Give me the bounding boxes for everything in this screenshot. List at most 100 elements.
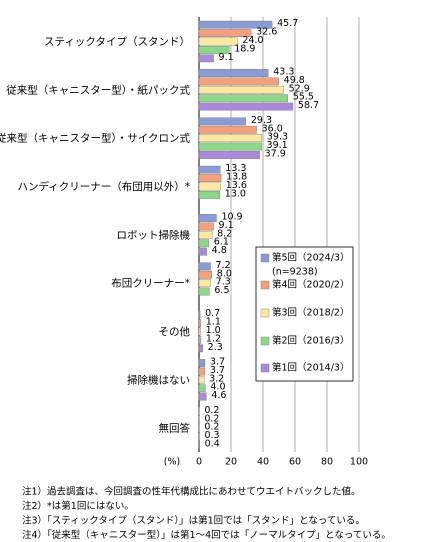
value-label: 4.8 xyxy=(212,245,227,256)
bar xyxy=(198,69,269,77)
category-label: 布団クリーナー* xyxy=(111,278,190,290)
x-tick-label: 40 xyxy=(257,457,269,468)
value-label: 0.7 xyxy=(205,308,220,319)
legend-label: 第3回（2018/2） xyxy=(272,307,349,319)
category-label: その他 xyxy=(159,325,191,338)
value-label: 4.0 xyxy=(210,382,225,393)
value-label: 1.0 xyxy=(206,325,221,336)
value-label: 39.3 xyxy=(267,132,288,143)
legend-box xyxy=(255,246,354,382)
bar xyxy=(198,344,203,353)
value-label: 13.0 xyxy=(225,188,246,199)
legend-swatch xyxy=(260,253,270,263)
value-label: 36.0 xyxy=(262,123,283,134)
value-label: 2.3 xyxy=(208,342,223,353)
x-tick-label: 80 xyxy=(321,457,333,468)
category-label: 従来型（キャニスター型）・紙パック式 xyxy=(6,83,190,96)
bar xyxy=(198,327,201,336)
bar xyxy=(198,279,211,288)
value-label: 58.7 xyxy=(298,100,319,111)
bar xyxy=(198,165,221,174)
value-label: 43.3 xyxy=(273,67,294,78)
category-label: ロボット掃除機 xyxy=(117,228,191,241)
bar xyxy=(198,359,206,367)
bar xyxy=(198,262,211,271)
value-label: 6.1 xyxy=(214,237,229,248)
value-label: 7.2 xyxy=(216,260,231,271)
bar xyxy=(198,270,213,279)
bar xyxy=(198,222,214,231)
value-label: 8.2 xyxy=(217,228,232,239)
legend-swatch xyxy=(260,308,270,318)
value-label: 0.2 xyxy=(204,422,219,433)
value-label: 13.3 xyxy=(225,163,246,174)
value-label: 3.7 xyxy=(210,357,225,368)
x-tick-label: 20 xyxy=(225,457,237,468)
bar xyxy=(198,319,201,327)
value-label: 1.1 xyxy=(206,317,221,328)
bar xyxy=(198,182,221,191)
bar xyxy=(198,102,294,111)
note: 注1）過去調査は、今回調査の性年代構成比にあわせてウエイトバックした値。 xyxy=(22,486,361,498)
bar xyxy=(198,367,206,376)
bar xyxy=(198,117,247,126)
value-label: 55.5 xyxy=(293,92,314,103)
bar xyxy=(198,230,213,239)
bar xyxy=(198,336,202,344)
value-label: 18.9 xyxy=(234,43,255,54)
value-label: 0.3 xyxy=(204,430,219,441)
value-label: 6.5 xyxy=(214,285,229,296)
value-label: 13.6 xyxy=(226,180,247,191)
value-label: 7.3 xyxy=(216,277,231,288)
bar xyxy=(198,20,273,29)
value-label: 13.8 xyxy=(226,172,247,183)
x-tick-label: 100 xyxy=(350,457,368,468)
value-label: 24.0 xyxy=(242,35,263,46)
bar xyxy=(198,247,207,256)
bar xyxy=(198,46,230,54)
x-tick-label: 60 xyxy=(289,457,301,468)
bar xyxy=(198,125,257,134)
bar xyxy=(198,37,238,46)
legend-swatch xyxy=(260,280,270,290)
value-label: 3.7 xyxy=(210,365,225,376)
value-label: 29.3 xyxy=(251,115,272,126)
bar xyxy=(198,310,201,319)
bar xyxy=(198,384,206,393)
value-label: 0.4 xyxy=(205,438,220,449)
bar xyxy=(198,142,262,151)
legend-swatch xyxy=(260,336,270,346)
legend-note: (n=9238) xyxy=(272,267,318,278)
value-label: 9.1 xyxy=(219,52,234,63)
legend-label: 第2回（2016/3） xyxy=(272,335,349,347)
legend-label: 第5回（2024/3） xyxy=(272,252,349,264)
bar xyxy=(198,190,220,199)
value-label: 4.6 xyxy=(211,390,226,401)
bar xyxy=(198,54,214,63)
bar xyxy=(198,77,279,86)
value-label: 8.0 xyxy=(217,268,232,279)
value-label: 1.2 xyxy=(206,333,221,344)
legend-swatch xyxy=(260,363,270,373)
bar xyxy=(198,239,209,248)
value-label: 9.1 xyxy=(219,220,234,231)
bar xyxy=(198,85,284,94)
value-label: 49.8 xyxy=(284,75,305,86)
category-label: 従来型（キャニスター型）・サイクロン式 xyxy=(0,132,190,145)
bar xyxy=(198,214,217,222)
category-label: 掃除機はない xyxy=(127,373,190,386)
bar xyxy=(198,134,263,143)
bar xyxy=(198,441,200,449)
category-label: ハンディクリーナー（布団用以外）* xyxy=(17,180,190,193)
value-label: 52.9 xyxy=(289,83,310,94)
x-axis-label: (%) xyxy=(164,457,180,468)
value-label: 3.2 xyxy=(209,373,224,384)
value-label: 45.7 xyxy=(277,18,298,29)
note: 注2）*は第1回にはない。 xyxy=(22,500,134,512)
bar xyxy=(198,94,289,103)
value-label: 10.9 xyxy=(221,212,242,223)
bar xyxy=(198,29,252,37)
value-label: 32.6 xyxy=(256,27,277,38)
bar xyxy=(198,392,207,401)
